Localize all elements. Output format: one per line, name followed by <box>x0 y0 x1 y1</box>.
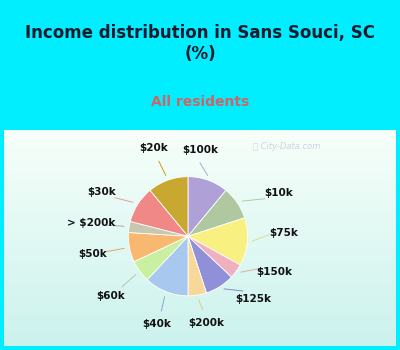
Wedge shape <box>147 236 188 296</box>
Text: > $200k: > $200k <box>67 218 116 228</box>
Wedge shape <box>188 177 226 236</box>
Wedge shape <box>134 236 188 280</box>
Text: $60k: $60k <box>96 291 125 301</box>
Wedge shape <box>188 218 248 265</box>
Text: $30k: $30k <box>87 187 116 197</box>
Wedge shape <box>128 222 188 236</box>
Wedge shape <box>150 177 188 236</box>
Text: $125k: $125k <box>236 294 272 304</box>
Text: $50k: $50k <box>78 249 107 259</box>
Text: $75k: $75k <box>269 228 298 238</box>
Text: $20k: $20k <box>139 143 168 153</box>
Text: ⓘ City-Data.com: ⓘ City-Data.com <box>252 142 320 151</box>
Wedge shape <box>130 190 188 236</box>
Wedge shape <box>188 236 232 293</box>
Wedge shape <box>188 236 206 296</box>
Wedge shape <box>128 232 188 261</box>
Text: $10k: $10k <box>264 188 293 198</box>
Text: Income distribution in Sans Souci, SC
(%): Income distribution in Sans Souci, SC (%… <box>25 24 375 63</box>
Text: $150k: $150k <box>256 267 292 277</box>
Wedge shape <box>188 190 245 236</box>
Wedge shape <box>188 236 240 277</box>
Text: $100k: $100k <box>182 145 218 155</box>
Text: $40k: $40k <box>142 320 172 329</box>
Text: All residents: All residents <box>151 95 249 109</box>
Text: $200k: $200k <box>188 318 224 328</box>
